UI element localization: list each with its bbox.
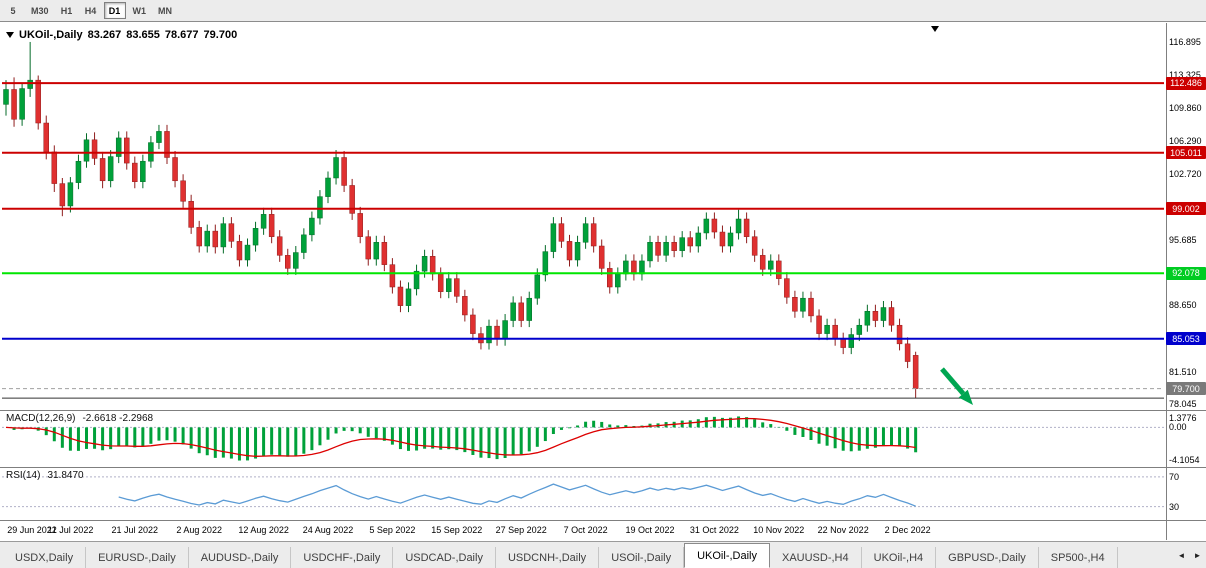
symbol-tab-usoil-daily[interactable]: USOil-,Daily bbox=[599, 547, 685, 568]
symbol-tab-sp500-h4[interactable]: SP500-,H4 bbox=[1039, 547, 1118, 568]
tab-scroll-right-button[interactable]: ► bbox=[1193, 550, 1202, 560]
tab-label: USDCNH-,Daily bbox=[507, 551, 587, 564]
tab-label: USDCAD-,Daily bbox=[405, 551, 483, 564]
timeframe-button-mn[interactable]: MN bbox=[158, 5, 173, 16]
tab-label: AUDUSD-,Daily bbox=[200, 551, 279, 564]
rsi-indicator-name: RSI(14) bbox=[6, 470, 41, 481]
timeframe-button-5[interactable]: 5 bbox=[10, 5, 16, 16]
symbol-tab-xauusd-h4[interactable]: XAUUSD-,H4 bbox=[770, 547, 862, 568]
macd-indicator-values: -2.6618 -2.2968 bbox=[82, 413, 154, 424]
tab-label: SP500-,H4 bbox=[1050, 551, 1105, 564]
chart-symbol-period: UKOil-,Daily bbox=[19, 29, 83, 41]
symbol-tab-ukoil-daily[interactable]: UKOil-,Daily bbox=[684, 543, 770, 568]
tab-label: USDX,Daily bbox=[15, 551, 74, 564]
chart-background[interactable] bbox=[0, 22, 1206, 541]
symbol-tab-eurusd-daily[interactable]: EURUSD-,Daily bbox=[86, 547, 189, 568]
tab-scroll-buttons: ◄ ► bbox=[1174, 547, 1205, 563]
tab-label: GBPUSD-,Daily bbox=[948, 551, 1026, 564]
symbol-tab-ukoil-h4[interactable]: UKOil-,H4 bbox=[862, 547, 937, 568]
chart-shift-marker-icon bbox=[931, 26, 939, 32]
ohlc-high: 83.655 bbox=[126, 29, 160, 41]
symbol-tab-usdchf-daily[interactable]: USDCHF-,Daily bbox=[291, 547, 394, 568]
ohlc-low: 78.677 bbox=[164, 29, 199, 41]
symbol-tab-usdcad-daily[interactable]: USDCAD-,Daily bbox=[393, 547, 496, 568]
symbol-tabbar: USDX,Daily EURUSD-,Daily AUDUSD-,Daily USDC… bbox=[0, 541, 1206, 568]
timeframe-toolbar: 5 M30 H1 H4 D1 W1 MN bbox=[0, 0, 1206, 22]
chart-title: UKOil-,Daily 83.267 83.655 78.677 79.700 bbox=[6, 29, 237, 41]
timeframe-button-h4[interactable]: H4 bbox=[84, 5, 97, 16]
symbol-tab-audusd-daily[interactable]: AUDUSD-,Daily bbox=[189, 547, 292, 568]
tab-label: XAUUSD-,H4 bbox=[782, 551, 849, 564]
tab-label: USOil-,Daily bbox=[611, 551, 672, 564]
symbol-tab-gbpusd-daily[interactable]: GBPUSD-,Daily bbox=[936, 547, 1039, 568]
tab-label: UKOil-,Daily bbox=[697, 549, 757, 562]
timeframe-button-w1[interactable]: W1 bbox=[132, 5, 147, 16]
timeframe-button-d1[interactable]: D1 bbox=[103, 2, 126, 19]
symbol-tab-usdcnh-daily[interactable]: USDCNH-,Daily bbox=[496, 547, 600, 568]
macd-panel-label: MACD(12,26,9) -2.6618 -2.2968 bbox=[6, 413, 153, 424]
rsi-panel-label: RSI(14) 31.8470 bbox=[6, 470, 84, 481]
timeframe-button-h1[interactable]: H1 bbox=[60, 5, 73, 16]
symbol-tab-usdx-daily[interactable]: USDX,Daily bbox=[3, 547, 87, 568]
tab-label: USDCHF-,Daily bbox=[303, 551, 381, 564]
chart-menu-triangle-icon bbox=[6, 32, 14, 38]
tab-label: EURUSD-,Daily bbox=[98, 551, 176, 564]
tab-scroll-left-button[interactable]: ◄ bbox=[1177, 550, 1186, 560]
rsi-indicator-value: 31.8470 bbox=[47, 470, 84, 481]
macd-indicator-name: MACD(12,26,9) bbox=[6, 413, 76, 424]
ohlc-open: 83.267 bbox=[87, 29, 122, 41]
timeframe-button-m30[interactable]: M30 bbox=[31, 5, 49, 16]
tab-label: UKOil-,H4 bbox=[873, 551, 924, 564]
ohlc-close: 79.700 bbox=[203, 29, 238, 41]
